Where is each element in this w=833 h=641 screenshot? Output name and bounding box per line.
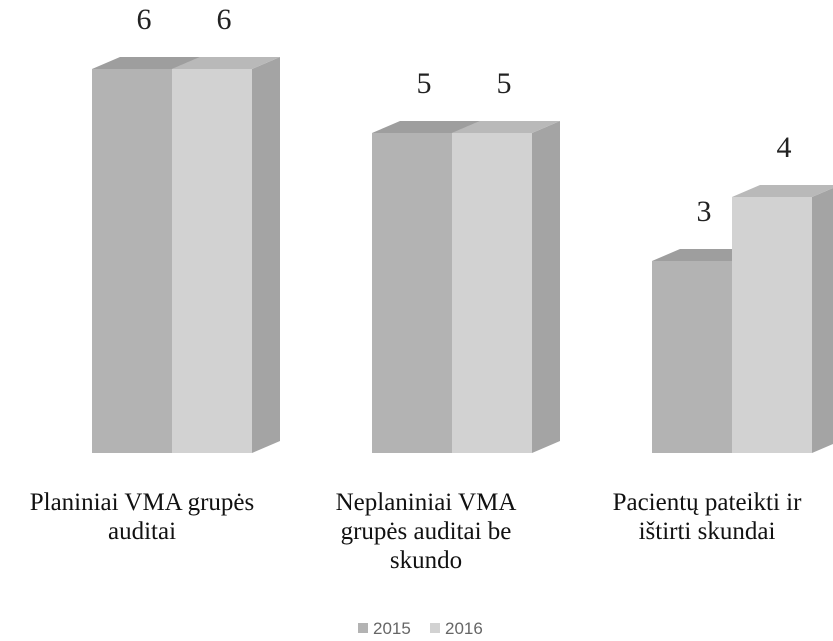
legend-swatch-2015 [358,623,368,633]
value-label-2015-0: 6 [137,3,152,36]
bar-front-2015-1 [372,133,452,453]
value-label-2016-1: 5 [497,67,512,100]
value-label-2016-0: 6 [217,3,232,36]
value-label-2015-2: 3 [697,195,712,228]
bar-2016-0 [172,57,280,453]
bar-2016-2 [732,185,833,453]
bar-side-2016-1 [532,121,560,453]
value-label-2015-1: 5 [417,67,432,100]
bar-front-2015-0 [92,69,172,453]
bar-side-2016-2 [812,188,833,453]
category-label-0: Planiniai VMA grupės auditai [30,489,255,545]
bar-front-2016-2 [732,197,812,453]
bar-side-2016-0 [252,57,280,453]
value-label-2016-2: 4 [777,131,792,164]
category-label-1: Neplaniniai VMA grupės auditai be skundo [336,489,517,574]
bars-layer [92,57,833,453]
legend-label-2015: 2015 [373,619,411,638]
category-label-2: Pacientų pateikti ir ištirti skundai [613,489,803,545]
bar-top-2016-1 [452,121,560,133]
category-labels-layer: Planiniai VMA grupės auditai Neplaniniai V… [30,489,802,574]
bar-front-2016-0 [172,69,252,453]
bar-top-2015-1 [372,121,480,133]
bar-top-2016-0 [172,57,280,69]
legend-swatch-2016 [430,623,440,633]
bar-front-2015-2 [652,261,732,453]
legend: 2015 2016 [358,619,483,638]
bar-top-2016-2 [732,185,833,197]
bar-top-2015-0 [92,57,200,69]
bar-front-2016-1 [452,133,532,453]
value-labels-layer: 6 5 3 6 5 4 [137,3,792,228]
bar-2016-1 [452,121,560,453]
legend-label-2016: 2016 [445,619,483,638]
